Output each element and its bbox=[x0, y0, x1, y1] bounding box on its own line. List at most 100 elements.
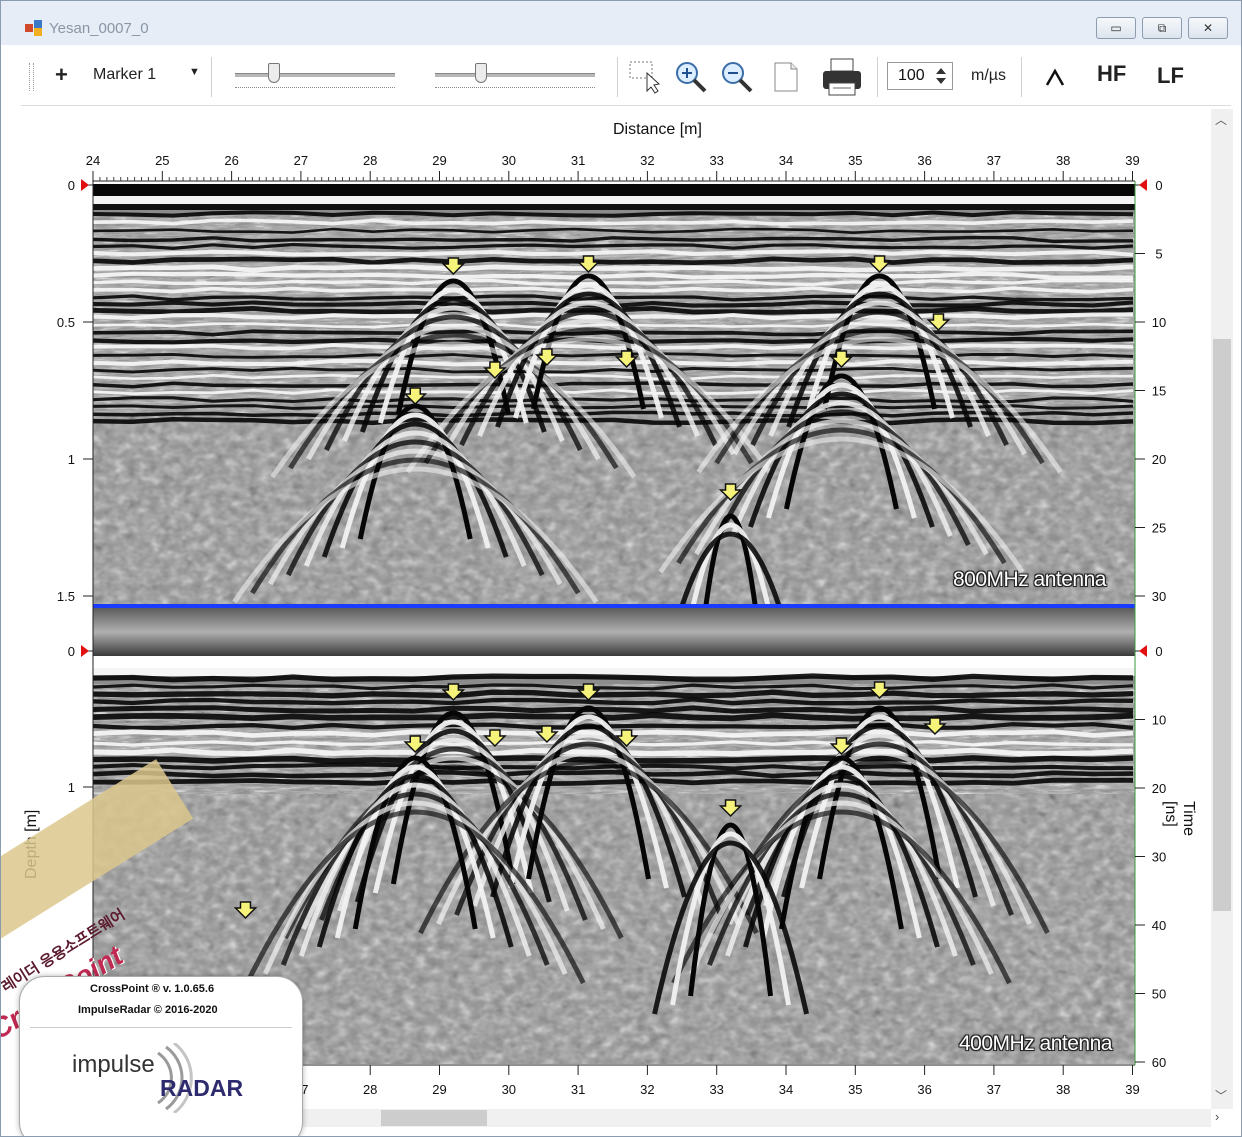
velocity-input[interactable]: 100 bbox=[887, 62, 953, 90]
distance-tick-label: 29 bbox=[432, 153, 446, 168]
distance-tick-label: 33 bbox=[709, 1082, 723, 1097]
product-version: CrossPoint ® v. 1.0.65.6 bbox=[90, 983, 215, 995]
marker-arrow[interactable] bbox=[483, 361, 507, 380]
time-tick-label: 60 bbox=[1152, 1055, 1166, 1070]
hf-button[interactable]: HF bbox=[1097, 61, 1127, 86]
radargram-area[interactable] bbox=[93, 184, 1135, 1064]
gain-slider-1[interactable] bbox=[235, 61, 395, 91]
zoom-in-icon[interactable] bbox=[673, 59, 709, 95]
depth-tick-label: 0.5 bbox=[57, 315, 75, 330]
radar-waves-icon bbox=[157, 1043, 193, 1113]
time-tick-label: 15 bbox=[1152, 384, 1166, 399]
zoom-out-icon[interactable] bbox=[719, 59, 755, 95]
velocity-stepper-icon[interactable] bbox=[933, 64, 949, 88]
marker-arrow[interactable] bbox=[535, 725, 559, 744]
depth-tick-label: 1 bbox=[68, 452, 75, 467]
marker-arrow[interactable] bbox=[923, 717, 947, 736]
marker-arrow[interactable] bbox=[441, 257, 466, 276]
distance-tick-label: 26 bbox=[224, 153, 238, 168]
marker-arrow[interactable] bbox=[535, 348, 559, 367]
distance-tick-label: 27 bbox=[294, 153, 308, 168]
time-tick-label: 20 bbox=[1152, 452, 1166, 467]
lower-antenna-label: 400MHz antenna bbox=[959, 1032, 1112, 1055]
lf-button[interactable]: LF bbox=[1157, 63, 1184, 88]
distance-tick-label: 28 bbox=[363, 1082, 377, 1097]
distance-tick-label: 38 bbox=[1056, 153, 1070, 168]
peak-icon[interactable] bbox=[1037, 59, 1073, 95]
logo-radar: RADAR bbox=[160, 1075, 244, 1101]
marker-arrow[interactable] bbox=[829, 350, 854, 369]
marker-arrow[interactable] bbox=[403, 387, 428, 406]
slider-thumb[interactable] bbox=[267, 63, 280, 83]
chevron-down-icon[interactable]: ▼ bbox=[189, 66, 200, 78]
time-tick-label: 5 bbox=[1155, 247, 1162, 262]
select-cursor-icon[interactable] bbox=[627, 59, 663, 95]
scroll-down-icon[interactable]: ﹀ bbox=[1215, 1089, 1228, 1103]
horizontal-scrollbar[interactable] bbox=[301, 1109, 1211, 1127]
close-button[interactable]: ✕ bbox=[1188, 17, 1228, 39]
distance-tick-label: 37 bbox=[987, 153, 1001, 168]
slider-thumb[interactable] bbox=[474, 63, 487, 83]
marker-arrow[interactable] bbox=[614, 350, 639, 369]
minimize-button[interactable]: ▭ bbox=[1096, 17, 1136, 39]
marker-arrow[interactable] bbox=[614, 729, 639, 748]
marker-arrow[interactable] bbox=[718, 483, 743, 502]
distance-axis-title: Distance [m] bbox=[613, 121, 702, 138]
horizontal-scroll-thumb[interactable] bbox=[381, 1110, 487, 1126]
time-tick-label: 0 bbox=[1155, 644, 1162, 659]
distance-tick-label: 33 bbox=[709, 153, 723, 168]
vertical-scroll-thumb[interactable] bbox=[1213, 339, 1231, 911]
zero-marker-icon bbox=[81, 179, 89, 191]
page-icon[interactable] bbox=[767, 59, 803, 95]
marker-arrow[interactable] bbox=[483, 729, 507, 748]
time-tick-label: 25 bbox=[1152, 521, 1166, 536]
distance-tick-label: 30 bbox=[502, 1082, 516, 1097]
distance-tick-label: 34 bbox=[779, 1082, 793, 1097]
toolbar: + Marker 1 ▼ bbox=[21, 47, 1231, 106]
marker-arrow[interactable] bbox=[867, 681, 892, 700]
marker-arrow[interactable] bbox=[233, 901, 258, 920]
time-tick-label: 20 bbox=[1152, 781, 1166, 796]
marker-arrow[interactable] bbox=[576, 683, 601, 702]
distance-tick-label: 38 bbox=[1056, 1082, 1070, 1097]
marker-select[interactable]: Marker 1 bbox=[93, 66, 157, 83]
distance-tick-label: 34 bbox=[779, 153, 793, 168]
marker-arrow[interactable] bbox=[403, 735, 428, 754]
scroll-right-icon[interactable]: › bbox=[1215, 1109, 1220, 1124]
upper-radargram bbox=[93, 184, 1135, 604]
time-axis-title: Time [ns] bbox=[1162, 801, 1197, 836]
toolbar-grip[interactable] bbox=[29, 63, 34, 91]
maximize-button[interactable]: ⧉ bbox=[1142, 17, 1182, 39]
printer-icon[interactable] bbox=[821, 57, 863, 97]
time-tick-label: 40 bbox=[1152, 918, 1166, 933]
marker-arrow[interactable] bbox=[576, 255, 601, 274]
depth-tick-label: 0 bbox=[68, 644, 75, 659]
marker-arrow[interactable] bbox=[867, 255, 892, 274]
radargram-canvas[interactable] bbox=[93, 184, 1135, 1064]
marker-arrow[interactable] bbox=[926, 313, 951, 332]
add-marker-button[interactable]: + bbox=[55, 62, 68, 87]
distance-tick-label: 32 bbox=[640, 153, 654, 168]
time-tick-label: 10 bbox=[1152, 713, 1166, 728]
app-icon bbox=[25, 20, 42, 36]
gain-slider-2[interactable] bbox=[435, 61, 595, 91]
upper-antenna-label: 800MHz antenna bbox=[953, 568, 1106, 591]
marker-arrow[interactable] bbox=[829, 737, 854, 756]
about-card: CrossPoint ® v. 1.0.65.6 ImpulseRadar © … bbox=[19, 976, 303, 1136]
distance-tick-label: 28 bbox=[363, 153, 377, 168]
distance-tick-label: 36 bbox=[917, 1082, 931, 1097]
zero-marker-icon bbox=[81, 645, 89, 657]
depth-tick-label: 0 bbox=[68, 178, 75, 193]
time-tick-label: 0 bbox=[1155, 178, 1162, 193]
title-bar: Yesan_0007_0 ▭ ⧉ ✕ bbox=[1, 1, 1241, 45]
distance-tick-label: 35 bbox=[848, 1082, 862, 1097]
marker-arrow[interactable] bbox=[718, 799, 743, 818]
copyright-text: ImpulseRadar © 2016-2020 bbox=[78, 1004, 218, 1016]
scroll-up-icon[interactable]: ︿ bbox=[1215, 113, 1228, 127]
depth-tick-label: 1 bbox=[68, 780, 75, 795]
logo-impulse: impulse bbox=[72, 1051, 155, 1078]
marker-arrow[interactable] bbox=[441, 683, 466, 702]
zero-marker-icon bbox=[1139, 179, 1147, 191]
distance-tick-label: 24 bbox=[86, 153, 100, 168]
distance-tick-label: 30 bbox=[502, 153, 516, 168]
